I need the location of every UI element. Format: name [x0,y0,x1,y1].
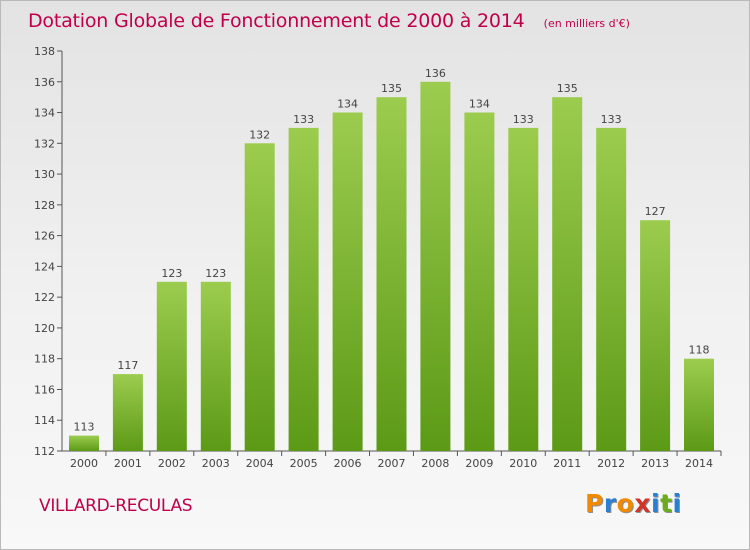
y-tick-label: 132 [34,137,55,150]
y-tick-label: 126 [34,230,55,243]
bar [332,112,363,451]
bar [288,127,319,452]
y-tick-label: 124 [34,260,55,273]
x-tick-label: 2014 [685,457,713,470]
x-tick-label: 2005 [290,457,318,470]
y-tick-label: 116 [34,383,55,396]
bar [552,97,583,451]
bar-value-label: 123 [161,267,182,280]
logo-letter: t [660,489,673,518]
bar-value-label: 113 [73,421,94,434]
logo-letter: i [651,489,661,518]
bar [376,97,407,451]
bar [69,435,99,451]
x-tick-label: 2001 [114,457,142,470]
proxiti-logo: Proxiti [585,489,682,518]
y-tick-label: 118 [34,353,55,366]
x-tick-label: 2013 [641,457,669,470]
x-tick-label: 2012 [597,457,625,470]
chart-title: Dotation Globale de Fonctionnement de 20… [28,10,630,32]
bar-value-label: 133 [513,113,534,126]
x-tick-label: 2002 [158,457,186,470]
chart-title-text: Dotation Globale de Fonctionnement de 20… [28,10,525,32]
bar-value-label: 134 [469,98,490,111]
bar-value-label: 133 [293,113,314,126]
y-tick-label: 128 [34,199,55,212]
bar-value-label: 135 [381,82,402,95]
bar-value-label: 118 [689,344,710,357]
y-tick-label: 122 [34,291,55,304]
x-tick-label: 2000 [70,457,98,470]
bar [420,81,451,452]
bar [200,281,231,451]
x-tick-label: 2007 [378,457,406,470]
x-tick-label: 2003 [202,457,230,470]
bar-value-label: 135 [557,82,578,95]
x-tick-label: 2010 [509,457,537,470]
commune-name: VILLARD-RECULAS [39,496,193,516]
x-tick-label: 2008 [421,457,449,470]
x-tick-label: 2004 [246,457,274,470]
bar-value-label: 134 [337,98,358,111]
bar [684,358,714,451]
y-tick-label: 138 [34,45,55,58]
logo-letter: i [672,489,682,518]
y-tick-label: 134 [34,107,55,120]
logo-letter: o [616,489,635,518]
bar-value-label: 117 [117,359,138,372]
chart-unit-note: (en milliers d'€) [543,17,630,30]
y-tick-label: 136 [34,76,55,89]
bar [244,143,275,452]
bar-value-label: 136 [425,67,446,80]
x-tick-label: 2009 [465,457,493,470]
bar [640,220,671,451]
logo-letter: x [634,489,651,518]
bar-value-label: 132 [249,128,270,141]
bar-value-label: 127 [645,205,666,218]
y-tick-label: 130 [34,168,55,181]
bar [156,281,187,451]
bar [596,127,627,452]
logo-letter: r [603,489,617,518]
bar-value-label: 123 [205,267,226,280]
bar [112,374,143,451]
y-tick-label: 112 [34,445,55,458]
y-tick-label: 114 [34,414,55,427]
bar [464,112,495,451]
y-tick-label: 120 [34,322,55,335]
x-tick-label: 2011 [553,457,581,470]
bar [508,127,539,452]
bar-value-label: 133 [601,113,622,126]
x-tick-label: 2006 [334,457,362,470]
logo-letter: P [585,489,604,518]
